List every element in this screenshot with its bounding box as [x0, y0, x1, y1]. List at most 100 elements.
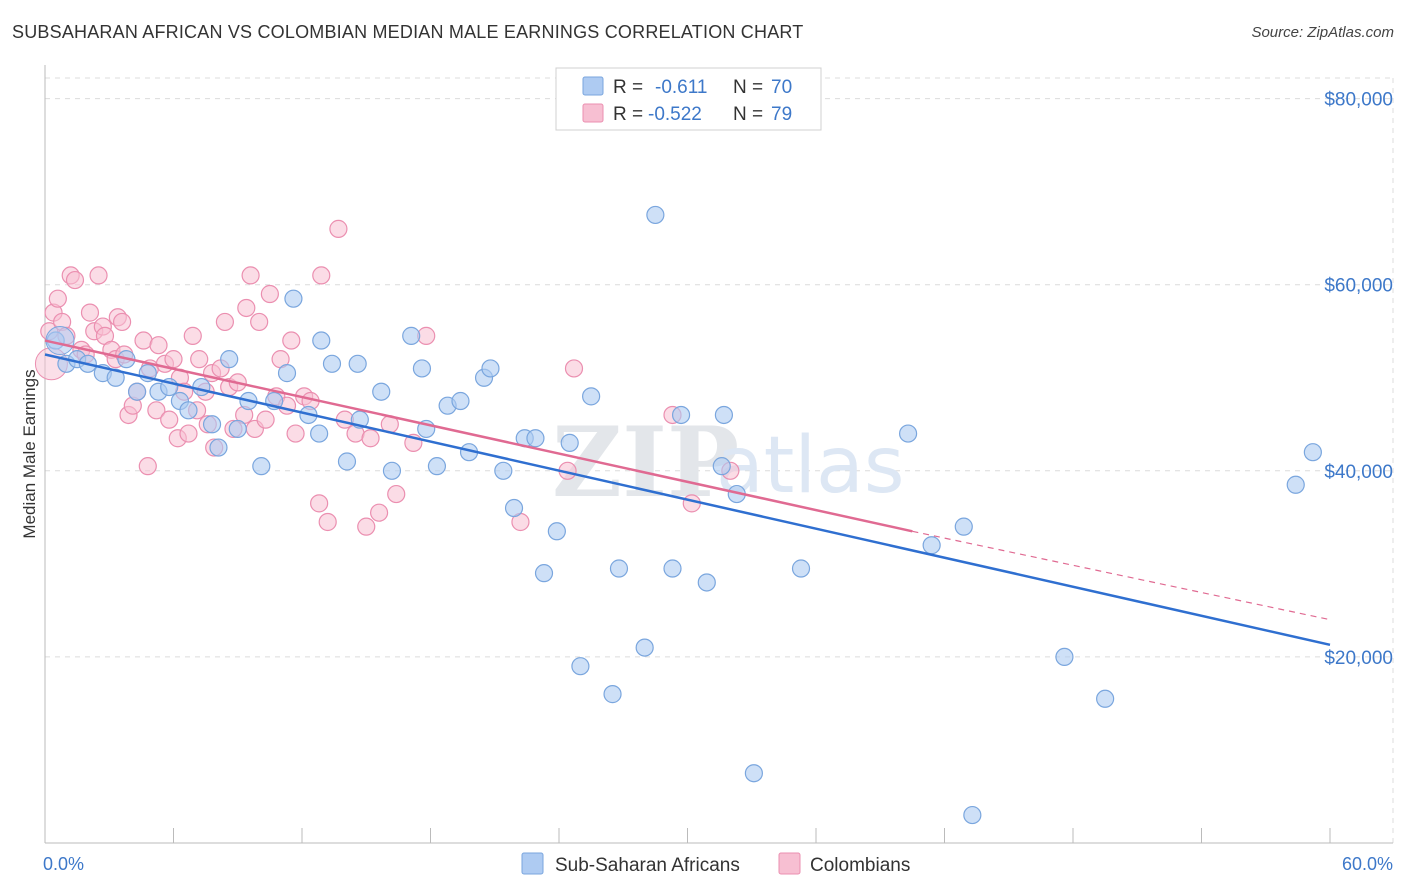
- colombian-point: [138, 457, 157, 476]
- bottom-legend-swatch-pink: [778, 852, 801, 875]
- colombian-point: [370, 503, 389, 522]
- y-tick-labels: $20,000 $40,000 $60,000 $80,000: [1324, 90, 1393, 669]
- y-tick-label-0: $20,000: [1324, 648, 1393, 669]
- sub-saharan-point: [571, 657, 590, 676]
- legend-swatch-pink: [582, 103, 604, 123]
- sub-saharan-points: [45, 205, 1322, 825]
- sub-saharan-point: [451, 391, 470, 411]
- sub-saharan-point: [922, 536, 941, 555]
- sub-saharan-point: [402, 326, 421, 345]
- colombian-point: [361, 429, 380, 448]
- sub-saharan-point: [322, 354, 342, 373]
- source-label: Source: ZipAtlas.com: [1251, 24, 1394, 41]
- sub-saharan-point: [348, 354, 367, 373]
- colombian-point: [241, 266, 260, 285]
- sub-saharan-point: [220, 350, 239, 369]
- sub-saharan-point: [663, 559, 682, 578]
- sub-saharan-point: [744, 764, 763, 783]
- sub-saharan-point: [547, 522, 566, 541]
- legend-r-value-pink: -0.522: [648, 104, 702, 125]
- colombian-point: [282, 331, 301, 350]
- trend-lines: [44, 339, 1331, 647]
- y-axis-label: Median Male Earnings: [20, 369, 39, 538]
- sub-saharan-point: [898, 424, 918, 443]
- sub-saharan-point: [310, 424, 329, 443]
- colombian-point: [256, 410, 275, 429]
- sub-saharan-point: [526, 429, 545, 448]
- colombian-point: [179, 424, 198, 443]
- sub-saharan-point: [560, 433, 579, 452]
- bottom-legend-pink: Colombians: [810, 855, 910, 876]
- colombian-point: [312, 266, 331, 285]
- sub-saharan-point: [504, 498, 524, 518]
- legend-n-label-pink: N =: [733, 104, 763, 125]
- legend: R = -0.611 N = 70 R = -0.522 N = 79: [555, 67, 822, 131]
- sub-saharan-point: [671, 405, 691, 425]
- sub-saharan-point: [954, 517, 973, 536]
- colombian-point: [564, 359, 584, 378]
- colombian-point: [149, 336, 168, 355]
- colombian-point: [89, 266, 108, 285]
- legend-r-label-blue: R =: [613, 77, 643, 98]
- sub-saharan-point: [603, 685, 622, 704]
- sub-saharan-point: [372, 382, 391, 401]
- x-tick-min: 0.0%: [43, 854, 84, 874]
- sub-saharan-trend-line: [44, 353, 1331, 647]
- sub-saharan-point: [179, 401, 198, 420]
- legend-swatch-blue: [582, 76, 604, 96]
- colombian-point: [310, 494, 329, 513]
- bottom-legend: Sub-Saharan Africans Colombians: [521, 852, 910, 876]
- watermark-zip: ZIP: [552, 406, 739, 519]
- sub-saharan-point: [312, 331, 331, 350]
- sub-saharan-point: [337, 452, 357, 471]
- colombian-point: [250, 312, 269, 332]
- sub-saharan-point: [1096, 689, 1115, 708]
- sub-saharan-point: [192, 377, 211, 397]
- y-tick-label-3: $80,000: [1324, 90, 1393, 111]
- sub-saharan-point: [1303, 443, 1322, 462]
- colombian-point: [286, 424, 305, 443]
- colombian-point: [160, 410, 179, 429]
- colombian-trend-extension: [912, 530, 1331, 621]
- sub-saharan-point: [412, 359, 432, 378]
- sub-saharan-point: [963, 805, 982, 825]
- legend-n-label-blue: N =: [733, 77, 763, 98]
- sub-saharan-point: [127, 382, 147, 401]
- sub-saharan-point: [209, 438, 228, 457]
- sub-saharan-point: [481, 359, 500, 378]
- sub-saharan-point: [582, 387, 601, 406]
- y-tick-label-2: $60,000: [1324, 276, 1393, 297]
- axes: [44, 65, 1393, 844]
- sub-saharan-point: [609, 559, 629, 578]
- sub-saharan-point: [277, 364, 297, 383]
- sub-saharan-point: [635, 638, 654, 657]
- colombian-point: [260, 284, 279, 304]
- sub-saharan-point: [202, 415, 222, 434]
- colombian-point: [387, 484, 406, 504]
- sub-saharan-point: [714, 405, 734, 425]
- sub-saharan-point: [534, 564, 554, 583]
- colombian-point: [682, 494, 701, 513]
- sub-saharan-point: [646, 205, 665, 225]
- colombian-point: [357, 517, 376, 536]
- bottom-legend-blue: Sub-Saharan Africans: [555, 855, 740, 876]
- sub-saharan-point: [494, 461, 513, 480]
- sub-saharan-point: [284, 289, 303, 308]
- legend-r-value-blue: -0.611: [655, 77, 707, 98]
- bottom-legend-swatch-blue: [521, 852, 544, 875]
- legend-r-label-pink: R =: [613, 104, 643, 125]
- sub-saharan-point: [252, 457, 271, 476]
- colombian-point: [215, 312, 234, 332]
- chart-title: SUBSAHARAN AFRICAN VS COLOMBIAN MEDIAN M…: [12, 22, 804, 42]
- colombian-point: [183, 326, 202, 345]
- colombian-point: [164, 350, 183, 369]
- colombian-point: [237, 298, 256, 318]
- sub-saharan-point: [1286, 475, 1305, 494]
- colombian-point: [65, 270, 85, 290]
- watermark: ZIP atlas: [552, 406, 905, 519]
- sub-saharan-point: [228, 419, 247, 439]
- colombian-point: [318, 512, 337, 532]
- sub-saharan-point: [1055, 647, 1074, 667]
- grid-lines: [45, 77, 1394, 843]
